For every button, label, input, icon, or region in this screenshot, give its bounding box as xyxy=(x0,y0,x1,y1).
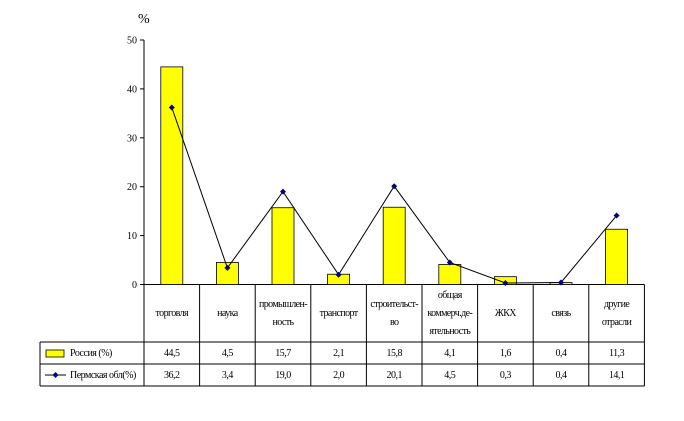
bar-series xyxy=(160,66,628,285)
y-tick-label: 10 xyxy=(127,231,137,242)
category-label: наука xyxy=(217,308,238,319)
line-point xyxy=(502,280,509,287)
y-tick-label: 40 xyxy=(127,84,137,95)
category-label: транспорт xyxy=(319,308,359,319)
table-cell: 14,1 xyxy=(608,369,625,381)
table-cell: 1,6 xyxy=(499,347,511,359)
data-table-grid xyxy=(39,284,645,387)
table-cell: 0,4 xyxy=(555,369,567,381)
y-tick-label: 50 xyxy=(127,36,137,47)
category-label: общая коммерч.де- ятельность xyxy=(427,290,473,337)
table-cell: 0,3 xyxy=(499,369,511,381)
y-tick-label: 20 xyxy=(127,182,137,193)
category-label: другие отрасли xyxy=(601,299,632,328)
line-point xyxy=(224,264,231,271)
bar xyxy=(271,207,295,285)
line-point xyxy=(168,104,175,111)
y-tick-label: 30 xyxy=(127,133,137,144)
line-point xyxy=(613,212,620,219)
table-cell: 4,1 xyxy=(444,347,456,359)
table-cell: 44,5 xyxy=(164,347,180,359)
bar xyxy=(605,228,628,285)
category-label: торговля xyxy=(155,308,189,319)
table-cell: 15,7 xyxy=(275,347,291,359)
legend-key-bar xyxy=(45,349,65,358)
category-label: связь xyxy=(551,308,571,319)
table-cell: 3,4 xyxy=(221,369,233,381)
category-label: промышлен- ность xyxy=(258,299,308,328)
table-cell: 19,0 xyxy=(275,369,291,381)
table-cell: 4,5 xyxy=(444,369,456,381)
bar xyxy=(215,262,239,285)
table-cell: 11,3 xyxy=(609,347,625,359)
line-point xyxy=(335,271,342,278)
table-cell: 4,5 xyxy=(221,347,233,359)
table-cell: 20,1 xyxy=(386,369,402,381)
y-tick-label: 0 xyxy=(132,280,137,291)
bar xyxy=(160,66,184,285)
legend-entry: Пермская обл(%) xyxy=(70,369,136,381)
y-axis: 0 10 20 30 40 50 xyxy=(127,36,145,291)
legend-key-marker xyxy=(52,372,59,378)
line-point xyxy=(446,259,453,266)
y-axis-unit: % xyxy=(138,12,150,27)
bar xyxy=(382,206,406,285)
line-point xyxy=(280,188,286,195)
table-cell: 36,2 xyxy=(164,369,180,381)
table-cell: 0,4 xyxy=(555,347,567,359)
legend-entry: Россия (%) xyxy=(70,347,112,359)
category-label: строительст- во xyxy=(370,299,418,328)
bar xyxy=(438,264,462,285)
table-cell: 2,0 xyxy=(333,369,345,381)
table-cell: 15,8 xyxy=(386,347,402,359)
line-point xyxy=(391,183,398,190)
line-point xyxy=(558,279,564,286)
category-label: ЖКХ xyxy=(494,308,517,319)
table-cell: 2,1 xyxy=(333,347,345,359)
line-series xyxy=(168,104,620,287)
